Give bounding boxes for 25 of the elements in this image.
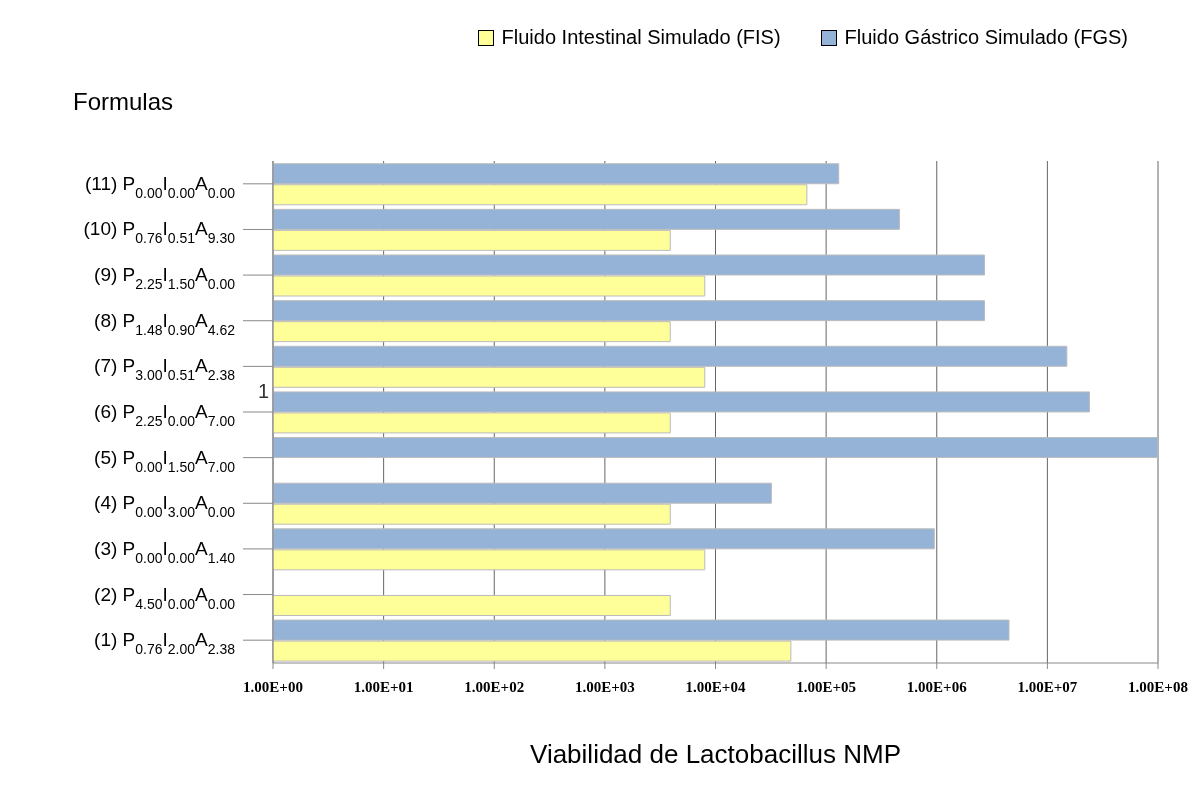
x-tick-label: 1.00E+05 — [796, 678, 857, 695]
y-tick-label: (3) P$_{0.00}$I$_{0.00}$A$_{1.40}$ — [94, 537, 236, 566]
text: 1 — [258, 380, 270, 403]
y-tick-label: (2) P$_{4.50}$I$_{0.00}$A$_{0.00}$ — [94, 583, 236, 612]
y-tick-label: (11) P$_{0.00}$I$_{0.00}$A$_{0.00}$ — [84, 172, 236, 201]
x-tick-label: 1.00E+08 — [1128, 678, 1188, 695]
y-tick-label: (4) P$_{0.00}$I$_{3.00}$A$_{0.00}$ — [94, 492, 236, 521]
legend-label: Fluido Gástrico Simulado (FGS) — [843, 26, 1128, 49]
legend-label: Fluido Intestinal Simulado (FIS) — [500, 26, 781, 49]
y-tick-label: (10) P$_{0.76}$I$_{0.51}$A$_{9.30}$ — [83, 218, 236, 247]
y-tick-label: (5) P$_{0.00}$I$_{1.50}$A$_{7.00}$ — [94, 446, 236, 475]
x-tick-label: 1.00E+01 — [353, 678, 414, 695]
x-tick-label: 1.00E+04 — [685, 678, 746, 695]
y-tick-label: (6) P$_{2.25}$I$_{0.00}$A$_{7.00}$ — [94, 401, 236, 429]
y-tick-label: (9) P$_{2.25}$I$_{1.50}$A$_{0.00}$ — [94, 264, 236, 293]
x-tick-label: 1.00E+00 — [243, 678, 303, 695]
x-axis-title: Viabilidad de Lactobacillus NMP — [530, 739, 901, 769]
y-axis-title: Formulas — [73, 88, 174, 116]
x-tick-label: 1.00E+02 — [464, 678, 525, 695]
y-tick-label: (7) P$_{3.00}$I$_{0.51}$A$_{2.38}$ — [94, 355, 236, 384]
x-tick-label: 1.00E+03 — [574, 678, 635, 695]
y-tick-label: (8) P$_{1.48}$I$_{0.90}$A$_{4.62}$ — [94, 309, 236, 338]
y-tick-label: (1) P$_{0.76}$I$_{2.00}$A$_{2.38}$ — [94, 629, 236, 658]
x-tick-label: 1.00E+07 — [1017, 678, 1078, 695]
x-tick-label: 1.00E+06 — [906, 678, 968, 695]
